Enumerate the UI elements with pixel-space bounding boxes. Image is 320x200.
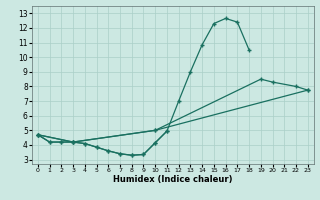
X-axis label: Humidex (Indice chaleur): Humidex (Indice chaleur) — [113, 175, 233, 184]
